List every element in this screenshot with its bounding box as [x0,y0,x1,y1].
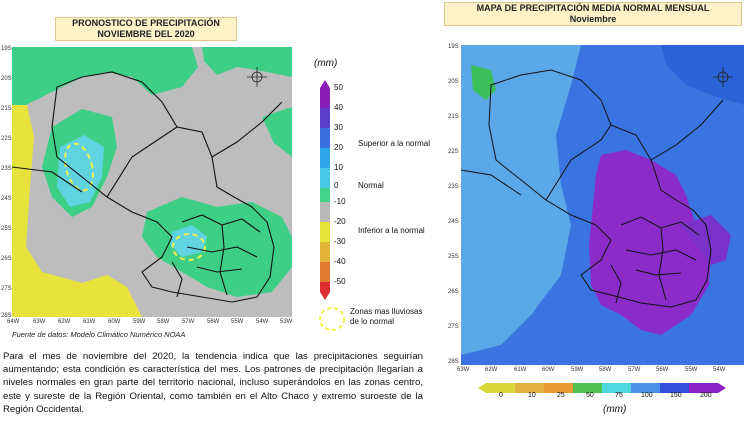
colorbar-label: 150 [670,392,682,399]
colorbar-label: 25 [557,392,565,399]
lon-tick: 57W [182,319,195,325]
lat-tick: 28S [1,313,12,319]
colorbar-label: -20 [334,217,346,226]
colorbar-label: 40 [334,103,343,112]
lon-tick: 64W [7,319,20,325]
lon-tick: 59W [133,319,146,325]
colorbar-label: -30 [334,237,346,246]
colorbar-label: 50 [334,83,343,92]
lon-tick: 55W [685,367,698,373]
lat-tick: 25S [1,226,12,232]
colorbar-label: 50 [586,392,594,399]
lon-tick: 57W [628,367,641,373]
lon-tick: 63W [33,319,46,325]
lon-tick: 58W [599,367,612,373]
lat-tick: 27S [1,286,12,292]
lat-tick: 24S [448,219,459,225]
colorbar-label: 10 [334,163,343,172]
forecast-source: Fuente de datos: Modelo Climático Numéri… [12,330,186,339]
lon-tick: 54W [256,319,269,325]
lat-tick: 23S [1,166,12,172]
lat-tick: 26S [448,289,459,295]
lat-tick: 22S [448,149,459,155]
colorbar-label: 100 [641,392,653,399]
lat-tick: 25S [448,254,459,260]
lon-tick: 61W [514,367,527,373]
normal-precip-map [461,45,744,365]
forecast-colorbar [320,80,330,300]
colorbar-label: 0 [499,392,503,399]
lat-tick: 20S [1,76,12,82]
colorbar-label: -40 [334,257,346,266]
right-map-title-line1: MAPA DE PRECIPITACIÓN MEDIA NORMAL MENSU… [476,3,710,13]
colorbar-label: 75 [615,392,623,399]
lon-tick: 55W [231,319,244,325]
lon-tick: 62W [58,319,71,325]
colorbar-label: 10 [528,392,536,399]
category-above-normal: Superior a la normal [358,139,431,148]
normal-unit-label: (mm) [603,404,627,415]
right-map-title: MAPA DE PRECIPITACIÓN MEDIA NORMAL MENSU… [444,2,742,26]
colorbar-label: 20 [334,143,343,152]
lat-tick: 26S [1,256,12,262]
dashed-zone-legend-label: Zonas mas lluviosas de lo normal [350,307,423,326]
lon-tick: 60W [108,319,121,325]
lon-tick: 56W [656,367,669,373]
lon-tick: 62W [485,367,498,373]
lon-tick: 60W [542,367,555,373]
lat-tick: 23S [448,184,459,190]
colorbar-label: 0 [334,181,339,190]
colorbar-label: -10 [334,197,346,206]
lat-tick: 27S [448,324,459,330]
forecast-unit-label: (mm) [314,58,338,69]
colorbar-label: -50 [334,277,346,286]
category-normal: Normal [358,181,384,190]
right-map-title-line2: Noviembre [569,14,617,24]
lat-tick: 28S [448,359,459,365]
lon-tick: 59W [571,367,584,373]
lat-tick: 21S [1,106,12,112]
left-map-title: PRONOSTICO DE PRECIPITACIÓN NOVIEMBRE DE… [55,17,237,41]
colorbar-label: 200 [700,392,712,399]
lat-tick: 20S [448,79,459,85]
left-map-title-line2: NOVIEMBRE DEL 2020 [97,29,195,39]
left-map-title-line1: PRONOSTICO DE PRECIPITACIÓN [72,18,220,28]
lon-tick: 63W [457,367,470,373]
lon-tick: 53W [280,319,293,325]
lat-tick: 22S [1,136,12,142]
lon-tick: 61W [83,319,96,325]
normal-colorbar [478,380,726,393]
forecast-map [12,47,292,317]
lat-tick: 19S [1,46,12,52]
dashed-zone-legend-icon [318,306,346,332]
lon-tick: 58W [157,319,170,325]
lon-tick: 54W [713,367,726,373]
lat-tick: 19S [448,44,459,50]
lat-tick: 24S [1,196,12,202]
lon-tick: 56W [207,319,220,325]
lat-tick: 21S [448,114,459,120]
colorbar-label: 30 [334,123,343,132]
forecast-description: Para el mes de noviembre del 2020, la te… [3,351,423,415]
category-below-normal: Inferior a la normal [358,226,425,235]
